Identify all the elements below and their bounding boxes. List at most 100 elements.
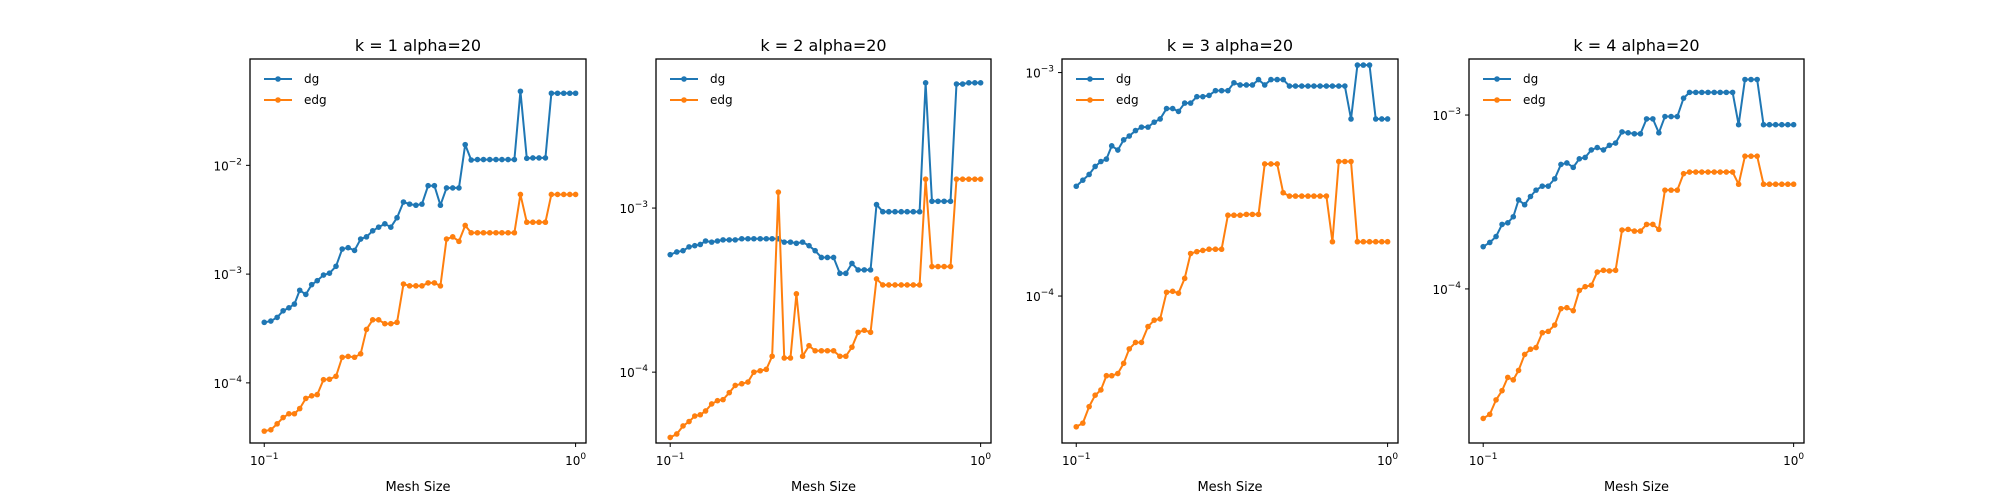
data-point-edg [462,222,469,229]
data-point-dg [286,305,292,311]
data-point-dg [1298,83,1305,89]
data-point-edg [843,353,849,360]
data-point-edg [941,263,947,270]
data-point-edg [1169,288,1176,295]
data-point-edg [1766,181,1773,188]
data-point-dg [326,270,333,276]
data-point-dg [1175,108,1182,115]
data-point-dg [953,81,960,87]
data-point-edg [1092,392,1098,399]
data-point-dg [1225,87,1231,94]
data-point-edg [708,401,715,407]
series-line-dg [264,90,576,324]
data-point-edg [1527,346,1534,353]
data-point-edg [972,176,978,182]
data-point-edg [1558,305,1564,312]
legend-label-dg: dg [304,72,319,86]
data-point-dg [1631,130,1638,137]
data-point-dg [1662,113,1668,120]
x-tick-label: 10−1 [1469,452,1498,468]
data-point-dg [1218,87,1225,94]
data-point-edg [1705,169,1711,175]
data-point-edg [1163,289,1170,296]
data-point-dg [1576,156,1583,162]
data-point-edg [1280,189,1286,196]
data-point-dg [1120,137,1127,143]
data-point-dg [505,156,511,163]
series-line-dg [1482,78,1794,248]
data-point-dg [1092,163,1098,170]
data-point-dg [959,81,966,87]
data-point-edg [787,355,794,361]
data-point-dg [1521,201,1528,208]
x-tick-label: 100 [565,452,586,468]
data-point-edg [1680,170,1687,177]
data-point-dg [339,246,346,252]
data-point-edg [1194,248,1200,255]
data-point-edg [1073,423,1080,430]
data-point-dg [1650,116,1656,122]
data-point-edg [1643,221,1650,228]
data-point-dg [879,208,886,215]
data-point-edg [523,219,530,226]
legend-label-dg: dg [1116,72,1131,86]
data-point-edg [1735,181,1742,188]
data-point-dg [1754,76,1760,83]
data-point-dg [1280,76,1286,83]
data-point-dg [757,235,764,242]
data-point-edg [1329,238,1336,245]
data-point-edg [280,414,286,421]
chart-title: k = 3 alpha=20 [1167,36,1293,55]
data-point-dg [1261,82,1268,88]
data-point-edg [799,353,806,360]
data-point-dg [686,244,692,250]
data-point-edg [1692,169,1699,175]
data-point-dg [922,80,929,86]
data-point-edg [1115,370,1121,377]
data-point-dg [1668,113,1674,120]
data-point-edg [1348,158,1354,165]
data-point-dg [1348,116,1354,122]
y-tick-label: 10−2 [213,157,242,173]
data-point-dg [1169,105,1176,112]
data-point-edg [1317,193,1323,199]
data-point-edg [1668,187,1674,193]
data-point-edg [1625,226,1631,233]
data-point-edg [554,191,561,198]
chart-panel-3: k = 3 alpha=20 10−1 100 10−4 10−3 Mesh Size dg… [1025,36,1399,495]
data-point-edg [1086,403,1092,410]
data-point-dg [824,254,831,261]
data-point-edg [1237,212,1243,219]
data-point-dg [667,251,673,258]
data-point-edg [757,367,764,374]
data-point-dg [480,156,487,163]
data-point-edg [1231,212,1237,219]
data-point-dg [910,208,917,215]
data-point-edg [1576,287,1583,294]
data-point-dg [517,88,524,95]
data-point-edg [1157,316,1163,322]
data-point-dg [1243,82,1250,88]
data-point-dg [314,277,321,284]
data-point-dg [1132,127,1139,134]
data-point-edg [375,317,382,323]
data-point-dg [1723,89,1730,96]
data-point-dg [1311,83,1317,89]
data-point-dg [935,198,941,205]
data-point-dg [1157,116,1163,122]
data-point-dg [1384,116,1391,122]
data-point-dg [1237,82,1243,88]
legend: dg edg [1076,72,1139,107]
data-point-edg [1305,193,1311,199]
data-point-dg [769,235,775,242]
data-point-dg [572,90,579,97]
data-point-dg [1086,171,1092,178]
data-point-edg [369,317,376,323]
data-point-edg [1748,153,1754,159]
data-point-edg [1521,351,1528,358]
data-point-edg [1151,317,1158,323]
data-point-edg [1551,322,1558,328]
plot-area-frame [655,58,992,444]
data-point-dg [1360,62,1367,68]
x-axis-label: Mesh Size [1197,480,1262,495]
